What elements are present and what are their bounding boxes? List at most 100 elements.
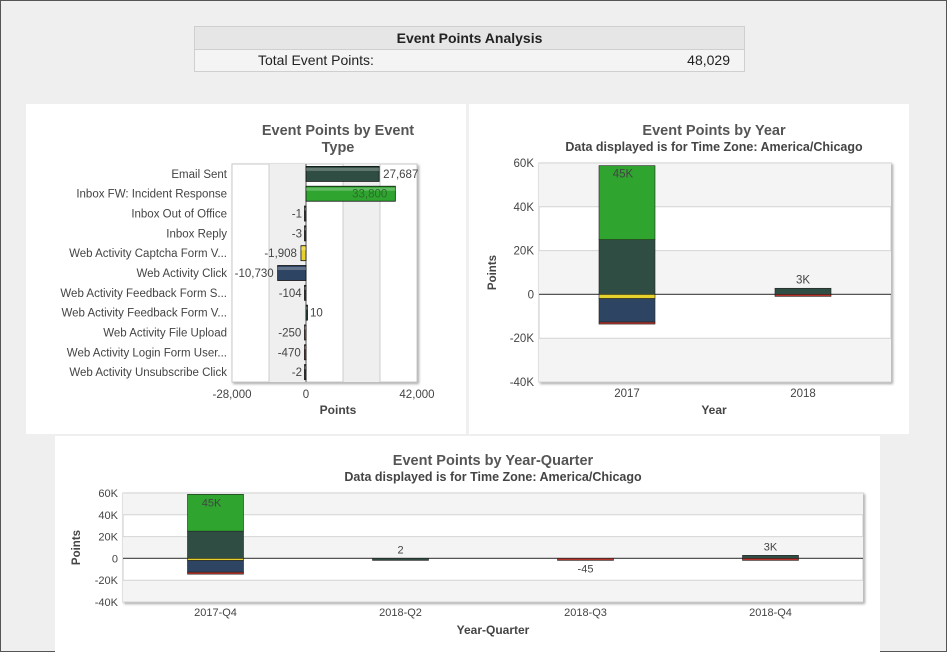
y-axis-title: Points: [487, 255, 499, 290]
category-label: Inbox Reply: [166, 228, 227, 240]
y-tick-label: -40K: [95, 597, 119, 609]
summary-row: Total Event Points: 48,029: [195, 50, 744, 71]
bar: [277, 265, 307, 281]
category-label: Web Activity Click: [136, 268, 227, 280]
bar-segment: [187, 530, 244, 559]
total-points-value: 48,029: [687, 52, 730, 68]
category-label: Web Activity Unsubscribe Click: [69, 367, 227, 379]
category-label: Inbox Out of Office: [131, 209, 227, 221]
data-label: -470: [278, 347, 301, 359]
category-label: Inbox FW: Incident Response: [76, 189, 227, 201]
total-label: 45K: [202, 497, 222, 509]
bar: [305, 304, 308, 321]
bar-highlight: [300, 247, 306, 251]
bar-segment: [598, 298, 656, 323]
x-tick-label: 2018: [790, 388, 816, 400]
bar-highlight: [304, 346, 306, 350]
bar-segment: [187, 494, 244, 532]
chart-title-line: Type: [322, 140, 355, 156]
bar-highlight: [304, 227, 306, 231]
bar: [304, 284, 307, 301]
summary-table: Event Points Analysis Total Event Points…: [194, 26, 745, 72]
total-label: 3K: [764, 541, 778, 553]
y-tick-label: 60K: [98, 488, 118, 500]
bar-segment: [598, 294, 656, 299]
summary-title: Event Points Analysis: [195, 27, 744, 50]
chart-title-line: Event Points by Event: [262, 123, 414, 139]
plot-band: [539, 163, 891, 207]
category-label: Web Activity Feedback Form S...: [60, 288, 227, 300]
bar-highlight: [306, 167, 380, 171]
bar-highlight: [306, 306, 308, 310]
category-label: Web Activity Feedback Form V...: [61, 308, 227, 320]
bar-highlight: [304, 207, 306, 211]
data-label: 10: [310, 308, 323, 320]
bar-segment: [187, 571, 244, 575]
chart-title: Event Points by Year: [642, 123, 786, 139]
data-label: -10,730: [235, 268, 274, 280]
bar-segment: [372, 558, 429, 561]
data-label: 33,800: [352, 189, 387, 201]
x-axis-title: Year: [701, 403, 727, 417]
bar-segment: [774, 294, 832, 297]
y-tick-label: -40K: [510, 377, 535, 389]
bar-segment: [774, 287, 832, 295]
bar-segment: [187, 558, 244, 561]
bar: [304, 225, 307, 242]
y-axis-title: Points: [71, 530, 83, 565]
bar-highlight: [304, 366, 306, 370]
y-tick-label: 0: [112, 553, 118, 565]
category-label: Web Activity File Upload: [103, 327, 227, 339]
y-tick-label: 60K: [514, 158, 535, 170]
year-chart-panel: Event Points by Year Data displayed is fo…: [469, 104, 909, 434]
y-tick-label: -20K: [510, 333, 535, 345]
category-label: Email Sent: [171, 169, 227, 181]
chart-title: Event Points by Year-Quarter: [393, 453, 594, 469]
plot-band: [123, 493, 863, 515]
bar-segment: [598, 321, 656, 325]
x-tick-label: 0: [303, 389, 309, 401]
bar-segment: [598, 165, 656, 240]
plot-band: [123, 536, 863, 559]
total-points-label: Total Event Points:: [258, 52, 374, 68]
year-quarter-chart-panel: Event Points by Year-Quarter Data display…: [55, 436, 880, 652]
bar: [300, 245, 307, 262]
bar: [304, 344, 307, 361]
data-label: -1,908: [264, 248, 297, 260]
bar-highlight: [304, 326, 306, 330]
x-tick-label: 2018-Q2: [379, 607, 422, 619]
bar-segment: [742, 555, 799, 559]
total-label: 2: [397, 544, 403, 556]
total-label: 3K: [796, 274, 810, 286]
category-label: Web Activity Login Form User...: [67, 347, 227, 359]
bar-segment: [187, 560, 244, 573]
bar: [305, 166, 380, 182]
y-tick-label: 40K: [98, 510, 118, 522]
plot-band: [539, 338, 891, 382]
data-label: 27,687: [383, 169, 418, 181]
plot-band: [539, 250, 891, 295]
y-tick-label: 0: [528, 289, 534, 301]
x-tick-label: 2018-Q4: [749, 607, 792, 619]
total-label: -45: [578, 563, 594, 575]
y-tick-label: 40K: [514, 202, 535, 214]
data-label: -104: [279, 288, 303, 300]
data-label: -1: [292, 209, 302, 221]
x-tick-label: 2017: [614, 388, 640, 400]
y-tick-label: -20K: [95, 575, 119, 587]
y-tick-label: 20K: [514, 246, 535, 258]
event-type-chart-panel: Event Points by Event Type Email Sent 27,68…: [26, 104, 466, 434]
bar-segment: [598, 239, 656, 295]
data-label: -3: [292, 228, 302, 240]
bar: [304, 324, 307, 341]
x-tick-label: 2018-Q3: [564, 607, 607, 619]
bar-highlight: [306, 187, 396, 191]
y-tick-label: 20K: [98, 532, 118, 544]
bar-segment: [742, 558, 799, 561]
data-label: -2: [292, 367, 302, 379]
chart-subtitle: Data displayed is for Time Zone: America…: [565, 140, 863, 154]
bar: [304, 205, 307, 222]
